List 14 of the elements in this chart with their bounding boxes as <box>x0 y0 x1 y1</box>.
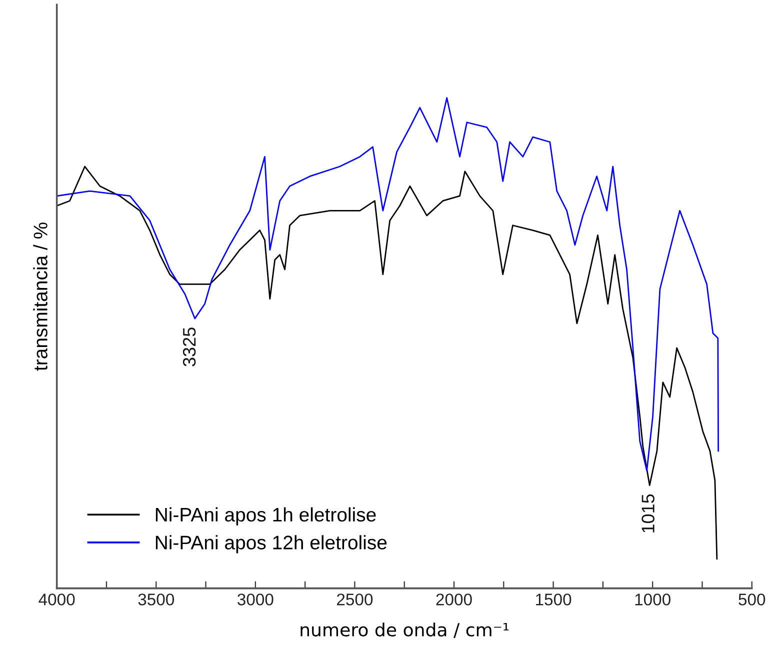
x-tick-label: 2000 <box>436 594 472 606</box>
legend-label: Ni-PAni apos 12h eletrolise <box>156 535 387 554</box>
y-axis-title: transmitancia / % <box>33 222 48 371</box>
annotation: 1015 <box>642 494 654 532</box>
x-tick-label: 1500 <box>536 594 572 606</box>
x-tick-label: 1000 <box>635 594 670 606</box>
x-axis-title: numero de onda / cm⁻¹ <box>300 622 509 638</box>
legend-label: Ni-PAni apos 1h eletrolise <box>156 507 376 526</box>
x-tick-label: 4000 <box>38 594 75 606</box>
annotation: 3325 <box>182 328 196 366</box>
x-tick-label: 3000 <box>238 594 274 606</box>
x-tick-label: 2500 <box>337 594 373 606</box>
x-tick-label: 3500 <box>138 594 174 606</box>
x-tick-label: 500 <box>738 594 766 606</box>
